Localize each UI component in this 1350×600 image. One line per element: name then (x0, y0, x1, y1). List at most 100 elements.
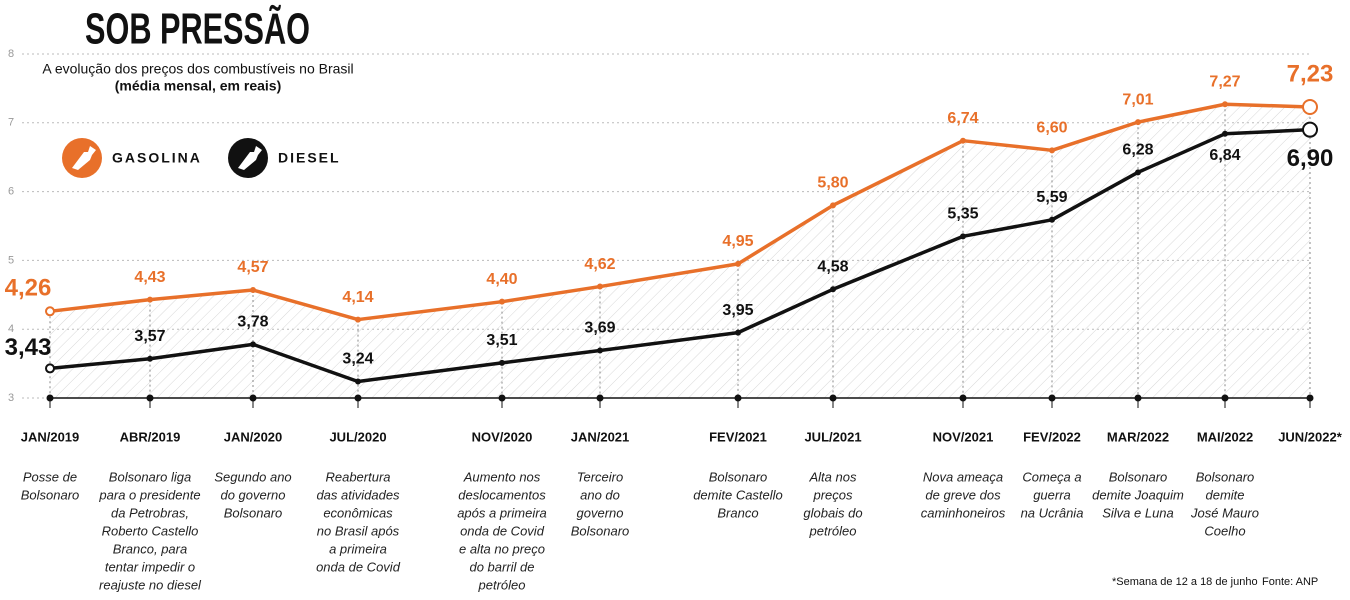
point (45, 363, 55, 374)
point (1135, 119, 1141, 126)
point (355, 378, 361, 385)
note: Reabertura (325, 469, 390, 484)
note: onda de Covid (316, 559, 401, 574)
note: petróleo (478, 577, 526, 592)
note: a primeira (329, 541, 387, 556)
x-tick-label: FEV/2021 (709, 429, 767, 444)
value-label: 3,24 (342, 351, 373, 368)
note: demite Castello (693, 487, 783, 502)
value-label: 6,28 (1122, 142, 1153, 159)
note: demite (1205, 487, 1244, 502)
note: petróleo (809, 523, 857, 538)
note: Alta nos (809, 469, 857, 484)
point (499, 298, 505, 305)
note: Bolsonaro (21, 487, 80, 502)
note: Bolsonaro (1196, 469, 1255, 484)
point (1302, 121, 1318, 138)
point (830, 202, 836, 209)
y-tick-label: 7 (8, 117, 14, 129)
note: globais do (803, 505, 862, 520)
note: da Petrobras, (111, 505, 189, 520)
area-hatch (50, 104, 1310, 398)
x-tick-label: ABR/2019 (120, 429, 181, 444)
legend-label: GASOLINA (112, 150, 202, 166)
note: preços (812, 487, 853, 502)
value-label: 5,80 (817, 175, 848, 192)
x-tick-label: JUN/2022* (1278, 429, 1343, 444)
point (735, 260, 741, 267)
note: Branco, para (113, 541, 187, 556)
note: das atividades (316, 487, 400, 502)
note: após a primeira (457, 505, 547, 520)
value-label: 5,59 (1036, 189, 1067, 206)
point (1222, 130, 1228, 137)
value-label: 3,78 (237, 314, 268, 331)
point (1049, 147, 1055, 154)
legend: GASOLINA DIESEL (62, 138, 339, 178)
x-tick-label: JUL/2021 (804, 429, 861, 444)
x-tick-label: JUL/2020 (329, 429, 386, 444)
point (1135, 169, 1141, 176)
x-tick-label: JAN/2021 (571, 429, 630, 444)
note: Bolsonaro (1109, 469, 1168, 484)
note: ano do (580, 487, 620, 502)
note: reajuste no diesel (99, 577, 202, 592)
point (597, 283, 603, 290)
note: deslocamentos (458, 487, 546, 502)
x-tick-label: MAR/2022 (1107, 429, 1169, 444)
point (960, 233, 966, 240)
note: Segundo ano (214, 469, 291, 484)
note: Começa a (1022, 469, 1081, 484)
value-label: 6,90 (1287, 145, 1334, 172)
note: guerra (1033, 487, 1071, 502)
point (499, 359, 505, 366)
source: Fonte: ANP (1262, 576, 1318, 588)
value-label: 7,01 (1122, 91, 1153, 108)
note: de greve dos (925, 487, 1001, 502)
note: Terceiro (577, 469, 623, 484)
point (147, 355, 153, 362)
value-label: 4,62 (584, 256, 615, 273)
y-tick-label: 6 (8, 186, 14, 198)
point (1222, 101, 1228, 108)
value-label: 4,95 (722, 233, 753, 250)
value-label: 6,74 (947, 110, 978, 127)
note: na Ucrânia (1021, 505, 1084, 520)
note: Silva e Luna (1102, 505, 1174, 520)
value-label: 3,57 (134, 328, 165, 345)
subtitle: A evolução dos preços dos combustíveis n… (42, 61, 353, 77)
note: Nova ameaça (923, 469, 1003, 484)
value-label: 6,60 (1036, 120, 1067, 137)
note: demite Joaquim (1092, 487, 1184, 502)
point (147, 296, 153, 303)
value-label: 6,84 (1209, 147, 1240, 164)
value-label: 3,69 (584, 320, 615, 337)
value-label: 5,35 (947, 206, 978, 223)
note: Posse de (23, 469, 77, 484)
note: Bolsonaro (709, 469, 768, 484)
point (355, 316, 361, 323)
note: para o presidente (98, 487, 200, 502)
point (597, 347, 603, 354)
point (735, 329, 741, 336)
note: Branco (717, 505, 758, 520)
y-tick-label: 4 (8, 323, 14, 335)
value-label: 4,57 (237, 259, 268, 276)
point (45, 306, 55, 317)
value-label: 7,23 (1287, 60, 1334, 87)
note: do barril de (469, 559, 534, 574)
note: no Brasil após (317, 523, 400, 538)
point (960, 137, 966, 144)
y-tick-label: 5 (8, 254, 14, 266)
note: Bolsonaro (571, 523, 630, 538)
value-label: 3,51 (486, 332, 517, 349)
point (830, 286, 836, 293)
y-tick-label: 8 (8, 48, 14, 60)
x-tick-label: NOV/2021 (933, 429, 994, 444)
note: caminhoneiros (921, 505, 1006, 520)
note: Aumento nos (463, 469, 541, 484)
point (250, 341, 256, 348)
note: e alta no preço (459, 541, 545, 556)
note: do governo (220, 487, 285, 502)
